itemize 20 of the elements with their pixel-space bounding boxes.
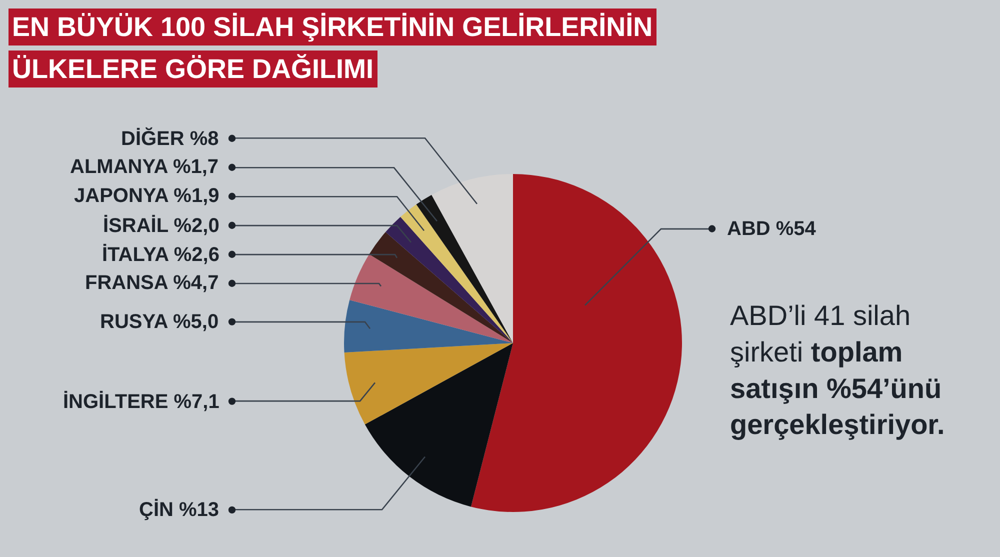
chart-title: EN BÜYÜK 100 SİLAH ŞİRKETİNİN GELİRLERİNİN ÜLKELERE GÖRE DAĞILIMI	[12, 12, 653, 84]
slice-label: ABD %54	[727, 218, 817, 240]
slice-label: ALMANYA %1,7	[70, 156, 219, 178]
pie-slice	[350, 254, 513, 343]
slice-label: FRANSA %4,7	[85, 272, 219, 294]
slice-label: İNGİLTERE %7,1	[63, 390, 220, 413]
slice-label: RUSYA %5,0	[100, 311, 219, 333]
pie-slice	[369, 232, 513, 343]
text: ABD’li 41 silah şirketi toplam satışın %54’ünü gerçekleştiriyor.	[730, 300, 945, 440]
pie-slice	[470, 174, 682, 512]
slice-label: İTALYA %2,6	[102, 243, 220, 266]
pie-slice	[400, 204, 513, 343]
pie-slice	[432, 174, 513, 343]
slice-label: JAPONYA %1,9	[74, 185, 220, 207]
pie-slice	[386, 216, 513, 343]
slice-label: DİĞER %8	[121, 127, 219, 150]
slice-label: İSRAİL %2,0	[103, 214, 220, 237]
slice-label: ÇİN %13	[139, 498, 220, 521]
pie-slice	[344, 343, 513, 424]
pie-slice	[344, 300, 513, 353]
